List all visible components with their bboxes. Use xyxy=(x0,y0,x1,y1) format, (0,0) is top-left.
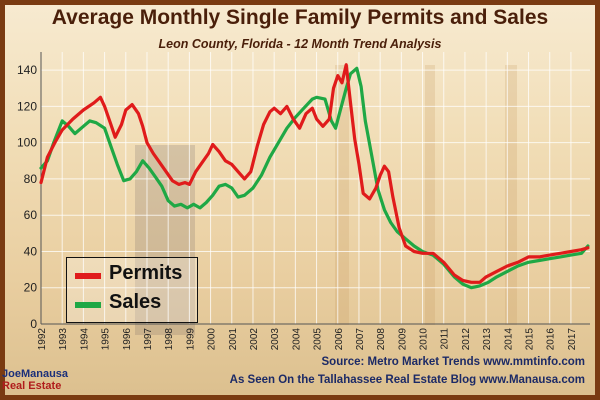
x-tick-label: 1995 xyxy=(101,328,112,351)
legend-label-sales: Sales xyxy=(109,291,162,313)
x-tick-label: 2007 xyxy=(355,328,366,351)
x-tick-label: 2012 xyxy=(461,328,472,351)
x-tick-label: 1998 xyxy=(164,328,175,351)
background-beam xyxy=(425,65,435,325)
x-tick-label: 2005 xyxy=(313,328,324,351)
x-tick-label: 2011 xyxy=(440,328,451,350)
legend-swatch-sales xyxy=(75,302,101,308)
x-tick-label: 2014 xyxy=(503,328,514,351)
x-tick-label: 2016 xyxy=(546,328,557,351)
chart-subtitle: Leon County, Florida - 12 Month Trend An… xyxy=(158,37,442,51)
series-line-permits xyxy=(39,63,590,284)
y-tick-label: 20 xyxy=(24,281,38,295)
x-tick-label: 2013 xyxy=(482,328,493,351)
brand-logo: JoeManausa Real Estate xyxy=(2,368,72,394)
background-beam xyxy=(505,65,517,325)
logo-subtitle: Real Estate xyxy=(2,380,62,392)
source-text: Source: Metro Market Trends www.mmtinfo.… xyxy=(321,356,585,368)
y-tick-label: 60 xyxy=(24,208,38,222)
series-line-sales xyxy=(39,66,590,290)
y-tick-label: 140 xyxy=(17,63,37,77)
x-tick-label: 2010 xyxy=(419,328,430,351)
background-worker-silhouette xyxy=(135,145,195,335)
x-tick-label: 2017 xyxy=(567,328,578,351)
x-tick-label: 2002 xyxy=(249,328,260,351)
x-tick-label: 1997 xyxy=(143,328,154,351)
x-tick-label: 1996 xyxy=(122,328,133,351)
x-tick-label: 1992 xyxy=(37,328,48,351)
x-tick-label: 2006 xyxy=(334,328,345,351)
x-tick-label: 1999 xyxy=(185,328,196,351)
y-tick-label: 100 xyxy=(17,136,37,150)
x-tick-label: 2003 xyxy=(270,328,281,351)
series xyxy=(39,63,590,290)
x-tick-label: 2015 xyxy=(525,328,536,351)
x-tick-label: 1994 xyxy=(79,328,90,351)
axes: 0 20 40 60 80 100 120 140 1992 1993 1994 1995 1996 19… xyxy=(17,52,590,350)
x-tick-label: 2004 xyxy=(291,328,302,351)
y-tick-label: 80 xyxy=(24,172,38,186)
x-tick-label: 2008 xyxy=(376,328,387,351)
x-tick-label: 2000 xyxy=(207,328,218,351)
logo-name: JoeManausa xyxy=(2,368,69,380)
y-tick-label: 0 xyxy=(30,317,37,331)
x-tick-label: 1993 xyxy=(58,328,69,351)
y-tick-label: 40 xyxy=(24,244,38,258)
chart-title: Average Monthly Single Family Permits an… xyxy=(51,6,549,29)
x-tick-label: 2009 xyxy=(397,328,408,351)
legend: Permits Sales xyxy=(66,257,198,323)
legend-swatch-permits xyxy=(75,273,101,279)
blog-text: As Seen On the Tallahassee Real Estate B… xyxy=(229,374,585,386)
y-tick-label: 120 xyxy=(17,99,37,113)
background-beam xyxy=(335,65,349,325)
x-tick-label: 2001 xyxy=(228,328,239,351)
legend-label-permits: Permits xyxy=(109,262,183,284)
